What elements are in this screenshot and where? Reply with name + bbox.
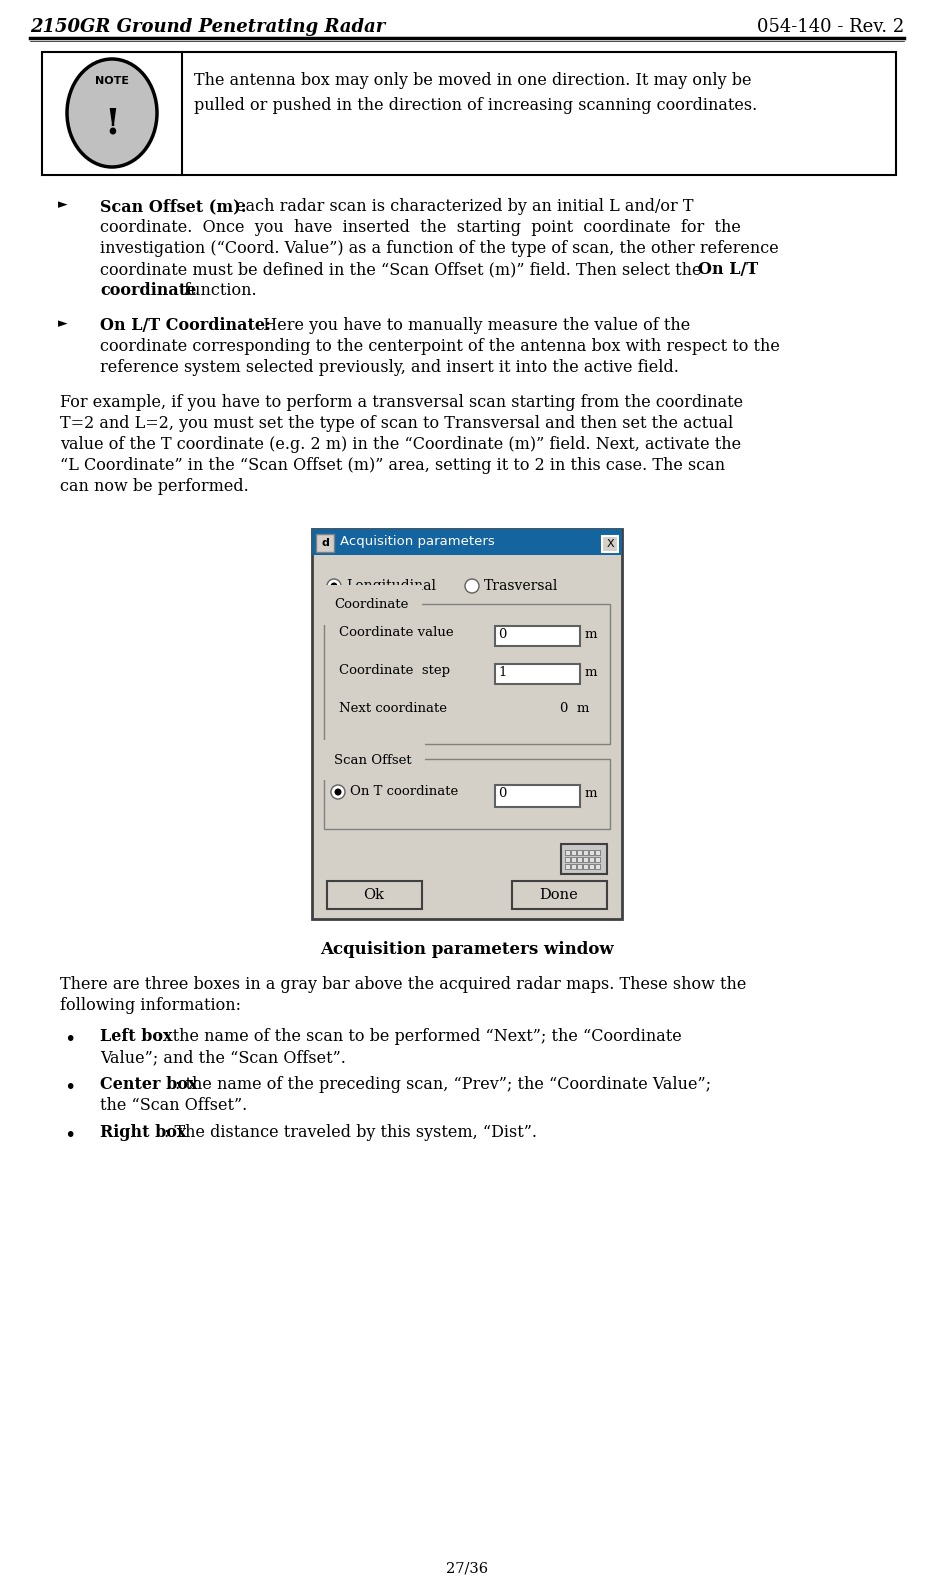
Bar (565, 856, 570, 861)
Text: reference system selected previously, and insert it into the active field.: reference system selected previously, an… (100, 360, 679, 376)
Text: Acquisition parameters: Acquisition parameters (340, 535, 495, 549)
Bar (595, 850, 600, 855)
Text: There are three boxes in a gray bar above the acquired radar maps. These show th: There are three boxes in a gray bar abov… (60, 976, 746, 993)
Text: : the name of the preceding scan, “Prev”; the “Coordinate Value”;: : the name of the preceding scan, “Prev”… (175, 1076, 711, 1094)
Bar (324, 759, 610, 829)
Text: Value”; and the “Scan Offset”.: Value”; and the “Scan Offset”. (100, 1049, 346, 1067)
Text: X: X (606, 540, 614, 549)
Text: function.: function. (179, 282, 257, 299)
Text: value of the T coordinate (e.g. 2 m) in the “Coordinate (m)” field. Next, activa: value of the T coordinate (e.g. 2 m) in … (60, 436, 741, 454)
Bar (565, 864, 570, 869)
Bar (571, 850, 576, 855)
Text: coordinate.  Once  you  have  inserted  the  starting  point  coordinate  for  t: coordinate. Once you have inserted the s… (100, 220, 741, 236)
Text: m: m (585, 627, 598, 642)
Text: Ok: Ok (363, 888, 385, 903)
Text: d: d (321, 538, 329, 548)
Text: “L Coordinate” in the “Scan Offset (m)” area, setting it to 2 in this case. The : “L Coordinate” in the “Scan Offset (m)” … (60, 457, 725, 474)
Text: Done: Done (540, 888, 578, 903)
Text: can now be performed.: can now be performed. (60, 478, 248, 495)
Text: Coordinate value: Coordinate value (339, 626, 454, 638)
Text: Trasversal: Trasversal (484, 579, 559, 592)
Text: m: m (585, 665, 598, 680)
Bar (565, 850, 570, 855)
Bar (589, 864, 594, 869)
Bar (602, 537, 618, 552)
Text: Longitudinal: Longitudinal (346, 579, 436, 592)
Text: Acquisition parameters window: Acquisition parameters window (320, 941, 614, 958)
Bar (42, 53, 896, 175)
Text: each radar scan is characterized by an initial L and/or T: each radar scan is characterized by an i… (231, 197, 694, 215)
Text: ►: ► (58, 197, 67, 212)
Circle shape (465, 579, 479, 592)
Bar (327, 880, 422, 909)
Text: !: ! (104, 107, 120, 140)
Text: Left box: Left box (100, 1028, 173, 1044)
Bar (583, 856, 588, 861)
Text: 2150GR Ground Penetrating Radar: 2150GR Ground Penetrating Radar (30, 18, 385, 37)
Text: 0  m: 0 m (560, 702, 589, 715)
Text: The antenna box may only be moved in one direction. It may only be: The antenna box may only be moved in one… (194, 72, 752, 89)
Text: coordinate must be defined in the “Scan Offset (m)” field. Then select the: coordinate must be defined in the “Scan … (100, 261, 712, 279)
Bar (595, 864, 600, 869)
Text: On L/T Coordinate:: On L/T Coordinate: (100, 317, 271, 334)
Text: Here you have to manually measure the value of the: Here you have to manually measure the va… (253, 317, 690, 334)
Text: •: • (64, 1126, 76, 1145)
Bar (577, 856, 582, 861)
Text: 054-140 - Rev. 2: 054-140 - Rev. 2 (757, 18, 904, 37)
Text: Scan Offset (m):: Scan Offset (m): (100, 197, 247, 215)
Circle shape (327, 579, 341, 592)
Text: On T coordinate: On T coordinate (350, 785, 459, 798)
Bar (583, 850, 588, 855)
Ellipse shape (67, 59, 157, 167)
Text: Scan Offset: Scan Offset (334, 753, 412, 766)
Circle shape (331, 583, 337, 589)
Text: Coordinate: Coordinate (334, 599, 408, 611)
Text: m: m (585, 786, 598, 801)
Text: coordinate corresponding to the centerpoint of the antenna box with respect to t: coordinate corresponding to the centerpo… (100, 338, 780, 355)
Text: :  the name of the scan to be performed “Next”; the “Coordinate: : the name of the scan to be performed “… (157, 1028, 682, 1044)
Text: following information:: following information: (60, 997, 241, 1014)
Text: NOTE: NOTE (95, 76, 129, 86)
Circle shape (331, 785, 345, 799)
Bar (577, 850, 582, 855)
Text: ►: ► (58, 317, 67, 330)
Bar (312, 529, 622, 919)
Bar (589, 856, 594, 861)
Bar (571, 856, 576, 861)
Text: T=2 and L=2, you must set the type of scan to Transversal and then set the actua: T=2 and L=2, you must set the type of sc… (60, 416, 733, 431)
Bar (512, 880, 607, 909)
Text: Next coordinate: Next coordinate (339, 702, 447, 715)
Text: Right box: Right box (100, 1124, 187, 1141)
Text: •: • (64, 1078, 76, 1097)
Text: coordinate: coordinate (100, 282, 196, 299)
Bar (316, 533, 334, 552)
Text: •: • (64, 1030, 76, 1049)
Text: investigation (“Coord. Value”) as a function of the type of scan, the other refe: investigation (“Coord. Value”) as a func… (100, 240, 779, 256)
Text: 1: 1 (498, 665, 506, 680)
Bar (495, 664, 580, 685)
Bar (583, 864, 588, 869)
Bar (324, 603, 610, 743)
Bar (589, 850, 594, 855)
Text: Center box: Center box (100, 1076, 197, 1094)
Bar (595, 856, 600, 861)
Text: 0: 0 (498, 627, 506, 642)
Text: 0: 0 (498, 786, 506, 801)
Circle shape (334, 788, 342, 796)
Bar (495, 626, 580, 646)
Text: Coordinate  step: Coordinate step (339, 664, 450, 677)
Text: For example, if you have to perform a transversal scan starting from the coordin: For example, if you have to perform a tr… (60, 393, 743, 411)
Bar (312, 529, 622, 556)
Text: 27/36: 27/36 (446, 1562, 488, 1576)
Text: the “Scan Offset”.: the “Scan Offset”. (100, 1097, 248, 1114)
Bar (561, 844, 607, 874)
Text: pulled or pushed in the direction of increasing scanning coordinates.: pulled or pushed in the direction of inc… (194, 97, 757, 115)
Bar (577, 864, 582, 869)
Bar (571, 864, 576, 869)
Text: On L/T: On L/T (698, 261, 758, 279)
Text: : The distance traveled by this system, “Dist”.: : The distance traveled by this system, … (164, 1124, 537, 1141)
Bar (495, 785, 580, 807)
